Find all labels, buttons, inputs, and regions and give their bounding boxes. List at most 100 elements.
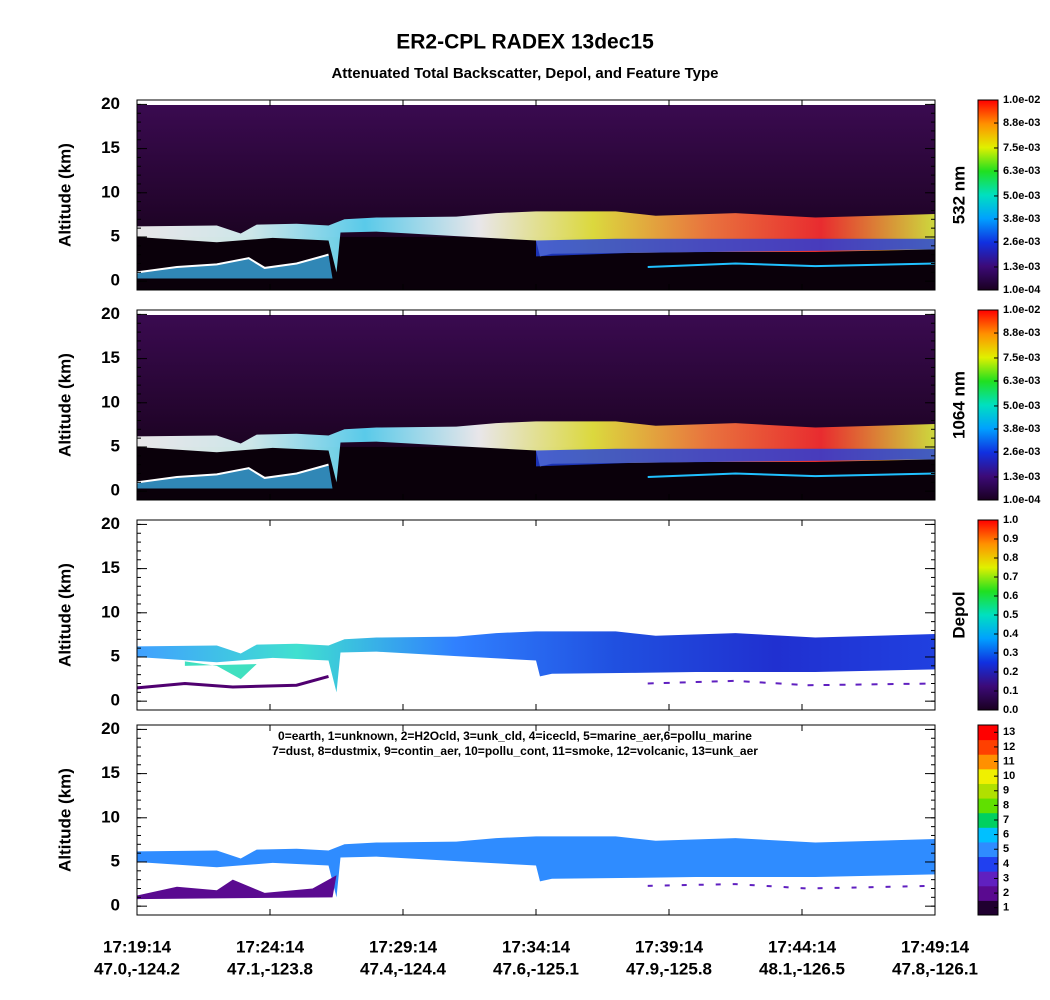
- colorbar-tick-label: 0.9: [1003, 533, 1018, 545]
- colorbar-tick-label: 8.8e-03: [1003, 117, 1040, 129]
- colorbar-tick-label: 6.3e-03: [1003, 375, 1040, 387]
- colorbar-tick-label: 2: [1003, 887, 1009, 899]
- y-tick-label: 10: [101, 392, 120, 411]
- colorbar-tick-label: 5.0e-03: [1003, 190, 1040, 202]
- colorbar-cell: [978, 754, 998, 770]
- colorbar-label: Depol: [949, 591, 968, 638]
- y-axis-label: Altitude (km): [55, 353, 74, 457]
- y-tick-label: 15: [101, 558, 120, 577]
- colorbar-cell: [978, 739, 998, 755]
- colorbar-tick-label: 5.0e-03: [1003, 400, 1040, 412]
- x-tick-label: 17:49:14: [901, 937, 970, 956]
- cloud-base: [536, 448, 935, 467]
- colorbar: [978, 310, 998, 500]
- y-tick-label: 0: [111, 481, 120, 500]
- y-tick-label: 10: [101, 807, 120, 826]
- colorbar-tick-label: 1.0e-04: [1003, 494, 1041, 506]
- low-cloud-top: [136, 463, 329, 484]
- colorbar-tick-label: 0.5: [1003, 609, 1018, 621]
- low-cloud: [137, 464, 333, 489]
- x-tick-label: 17:24:14: [236, 937, 305, 956]
- colorbar-cell: [978, 856, 998, 872]
- chart-title: ER2-CPL RADEX 13dec15: [396, 31, 654, 54]
- y-tick-label: 5: [111, 226, 120, 245]
- y-tick-label: 20: [101, 719, 120, 738]
- colorbar-tick-label: 4: [1003, 858, 1010, 870]
- colorbar-tick-label: 6.3e-03: [1003, 165, 1040, 177]
- low-cloud: [137, 254, 333, 279]
- colorbar-tick-label: 1.0e-02: [1003, 304, 1040, 316]
- colorbar-tick-label: 2.6e-03: [1003, 236, 1040, 248]
- colorbar-cell: [978, 768, 998, 784]
- y-tick-label: 20: [101, 514, 120, 533]
- colorbar-tick-label: 13: [1003, 726, 1015, 738]
- depol-layer: [137, 631, 935, 693]
- feature-layer: [137, 836, 935, 898]
- colorbar-tick-label: 7.5e-03: [1003, 352, 1040, 364]
- colorbar-tick-label: 0.0: [1003, 704, 1018, 716]
- low-cloud-top: [136, 253, 329, 274]
- y-axis-label: Altitude (km): [55, 563, 74, 667]
- x-tick-label: 17:39:14: [635, 937, 704, 956]
- annotation: 7=dust, 8=dustmix, 9=contin_aer, 10=poll…: [272, 744, 758, 758]
- depol-patch: [184, 661, 257, 680]
- x-tick-label: 17:34:14: [502, 937, 571, 956]
- colorbar-tick-label: 5: [1003, 843, 1009, 855]
- y-tick-label: 5: [111, 436, 120, 455]
- colorbar-tick-label: 1.0: [1003, 514, 1018, 526]
- x-tick-sublabel: 47.8,-126.1: [892, 959, 978, 978]
- x-tick-sublabel: 47.9,-125.8: [626, 959, 712, 978]
- x-tick-sublabel: 47.4,-124.4: [360, 959, 447, 978]
- x-tick-sublabel: 47.6,-125.1: [493, 959, 579, 978]
- colorbar-tick-label: 0.2: [1003, 666, 1018, 678]
- colorbar-label: 1064 nm: [949, 371, 968, 439]
- colorbar-tick-label: 0.6: [1003, 590, 1018, 602]
- colorbar-frame: [977, 99, 999, 291]
- colorbar-tick-label: 8.8e-03: [1003, 327, 1040, 339]
- y-tick-label: 10: [101, 602, 120, 621]
- colorbar-cell: [978, 783, 998, 799]
- colorbar-tick-label: 3.8e-03: [1003, 213, 1040, 225]
- colorbar: [978, 100, 998, 290]
- colorbar-tick-label: 1.0e-02: [1003, 94, 1040, 106]
- colorbar-tick-label: 0.1: [1003, 685, 1018, 697]
- colorbar-tick-label: 7.5e-03: [1003, 142, 1040, 154]
- annotation: 0=earth, 1=unknown, 2=H2Ocld, 3=unk_cld,…: [278, 729, 752, 743]
- colorbar-cell: [978, 871, 998, 887]
- chart-subtitle: Attenuated Total Backscatter, Depol, and…: [331, 65, 718, 82]
- colorbar-tick-label: 8: [1003, 799, 1009, 811]
- y-tick-label: 10: [101, 182, 120, 201]
- y-tick-label: 20: [101, 94, 120, 113]
- y-tick-label: 20: [101, 304, 120, 323]
- x-tick-label: 17:19:14: [103, 937, 172, 956]
- colorbar-tick-label: 0.3: [1003, 647, 1018, 659]
- y-axis-label: Altitude (km): [55, 143, 74, 247]
- x-tick-sublabel: 47.0,-124.2: [94, 959, 180, 978]
- colorbar-tick-label: 9: [1003, 785, 1009, 797]
- x-tick-sublabel: 47.1,-123.8: [227, 959, 313, 978]
- y-tick-label: 5: [111, 646, 120, 665]
- colorbar-cell: [978, 812, 998, 828]
- colorbar-tick-label: 0.7: [1003, 571, 1018, 583]
- colorbar-cell: [978, 827, 998, 843]
- x-tick-sublabel: 48.1,-126.5: [759, 959, 845, 978]
- colorbar-tick-label: 1.3e-03: [1003, 261, 1040, 273]
- cloud-base: [536, 238, 935, 257]
- colorbar-tick-label: 11: [1003, 755, 1015, 767]
- colorbar-tick-label: 1.3e-03: [1003, 471, 1040, 483]
- feature-low: [137, 875, 337, 900]
- y-tick-label: 15: [101, 763, 120, 782]
- colorbar-frame: [977, 309, 999, 501]
- colorbar-tick-label: 6: [1003, 829, 1009, 841]
- x-tick-label: 17:29:14: [369, 937, 438, 956]
- colorbar-tick-label: 1: [1003, 902, 1009, 914]
- colorbar-tick-label: 1.0e-04: [1003, 284, 1041, 296]
- colorbar-cell: [978, 798, 998, 814]
- depol-low2: [647, 679, 936, 687]
- y-tick-label: 0: [111, 271, 120, 290]
- y-tick-label: 5: [111, 851, 120, 870]
- y-axis-label: Altitude (km): [55, 768, 74, 872]
- colorbar-tick-label: 2.6e-03: [1003, 446, 1040, 458]
- colorbar-tick-label: 10: [1003, 770, 1015, 782]
